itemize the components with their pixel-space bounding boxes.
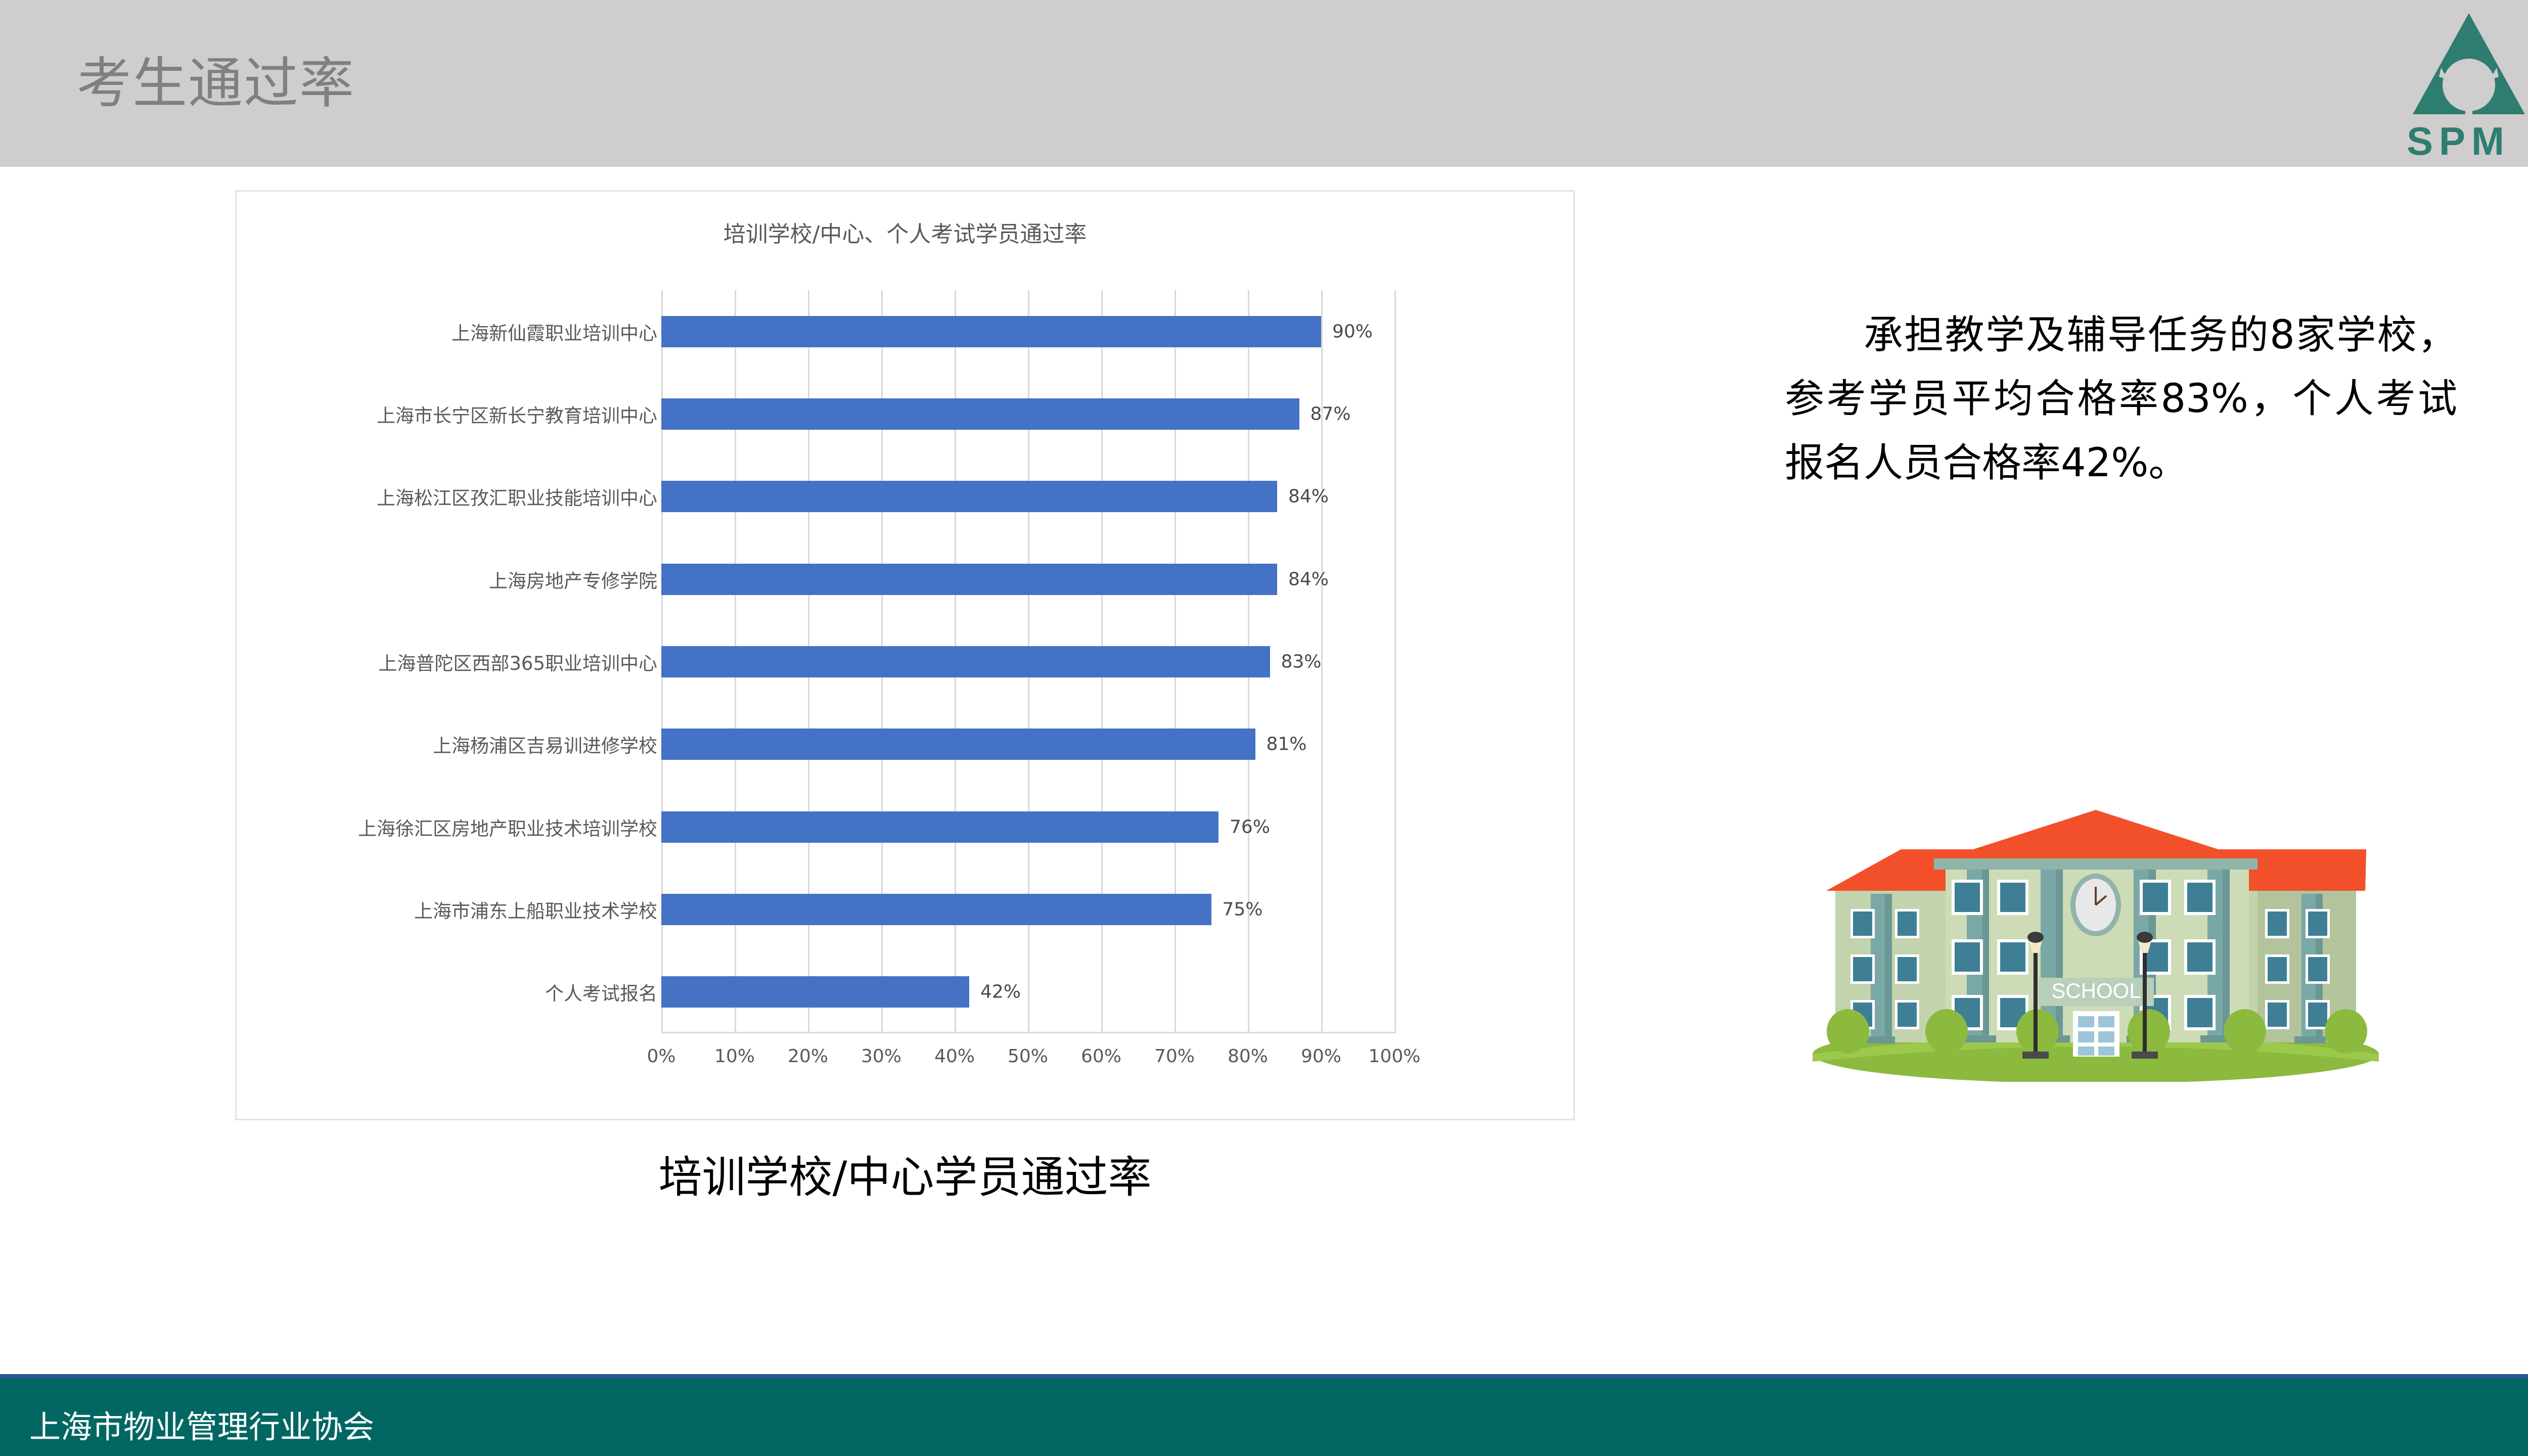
chart-category-label: 上海新仙霞职业培训中心 xyxy=(452,322,657,344)
chart-title: 培训学校/中心、个人考试学员通过率 xyxy=(723,221,1087,247)
x-axis-tick-label: 90% xyxy=(1300,1046,1342,1067)
lamp-posts xyxy=(2022,932,2158,1059)
x-axis-tick-label: 50% xyxy=(1007,1046,1049,1067)
chart-bar-value-label: 84% xyxy=(1288,486,1329,507)
footer-band: 上海市物业管理行业协会 5 xyxy=(0,1374,2528,1456)
windows xyxy=(1850,880,2330,1030)
bushes xyxy=(1827,1009,2367,1054)
chart-bar-value-label: 84% xyxy=(1288,569,1329,590)
chart-plot-area: 0% 10% 20% 30% 40% 50% 60% 70% 80% 90% 100% 90% 上海新仙… xyxy=(358,290,1420,1067)
x-axis-tick-label: 10% xyxy=(714,1046,755,1067)
chart-bar-value-label: 75% xyxy=(1222,899,1263,920)
header-band xyxy=(0,0,2528,167)
right-roof-slope xyxy=(2288,849,2366,891)
chart-bar-row: 42% 个人考试报名 xyxy=(545,976,1394,1008)
x-axis-tick-label: 20% xyxy=(787,1046,829,1067)
chart-category-label: 上海房地产专修学院 xyxy=(489,570,657,592)
footer-organization: 上海市物业管理行业协会 xyxy=(29,1408,375,1445)
x-axis-tick-label: 100% xyxy=(1368,1046,1421,1067)
chart-bar-row: 90% 上海新仙霞职业培训中心 xyxy=(452,315,1394,347)
chart-bar[interactable] xyxy=(661,976,969,1008)
chart-bar[interactable] xyxy=(661,315,1321,347)
x-axis-tick-label: 0% xyxy=(647,1046,676,1067)
spm-triangle-icon xyxy=(2413,13,2525,116)
summary-text: 承担教学及辅导任务的8家学校，参考学员平均合格率83%，个人考试报名人员合格率4… xyxy=(1785,312,2457,486)
x-axis-tick-label: 30% xyxy=(861,1046,902,1067)
chart-bar-row: 75% 上海市浦东上船职业技术学校 xyxy=(414,894,1394,925)
page-title: 考生通过率 xyxy=(77,52,355,115)
chart-container: 培训学校/中心、个人考试学员通过率 0% 10% 20% 30% 40% 50% 60% 70… xyxy=(235,190,1575,1120)
chart-bar[interactable] xyxy=(661,646,1270,677)
school-building-illustration: SCHOOL xyxy=(1813,810,2379,1082)
chart-category-label: 上海松江区孜汇职业技能培训中心 xyxy=(377,487,657,510)
clock-icon xyxy=(2070,874,2121,936)
door-panels xyxy=(2078,1016,2114,1056)
chart-bar[interactable] xyxy=(661,563,1277,595)
chart-bar-row: 83% 上海普陀区西部365职业培训中心 xyxy=(378,646,1394,677)
chart-category-label: 上海徐汇区房地产职业技术培训学校 xyxy=(358,817,657,840)
chart-bar[interactable] xyxy=(661,481,1277,513)
chart-bar-value-label: 81% xyxy=(1266,734,1307,755)
spm-logo-text: SPM xyxy=(2407,119,2511,163)
chart-bar-row: 84% 上海房地产专修学院 xyxy=(489,563,1394,595)
x-axis-tick-label: 60% xyxy=(1080,1046,1122,1067)
chart-bar-row: 84% 上海松江区孜汇职业技能培训中心 xyxy=(377,481,1394,513)
gridline xyxy=(1394,290,1396,1033)
gridline xyxy=(1321,290,1323,1033)
chart-category-label: 上海杨浦区吉易训进修学校 xyxy=(433,735,657,757)
chart-bar-row: 87% 上海市长宁区新长宁教育培训中心 xyxy=(377,398,1394,430)
x-axis-tick-label: 40% xyxy=(934,1046,975,1067)
roof-cornice xyxy=(1934,858,2258,870)
chart-caption: 培训学校/中心学员通过率 xyxy=(658,1152,1152,1203)
chart-bar-value-label: 90% xyxy=(1332,321,1373,342)
left-roof-slope xyxy=(1826,849,1930,891)
chart-bar-row: 81% 上海杨浦区吉易训进修学校 xyxy=(433,729,1394,760)
chart-category-label: 上海普陀区西部365职业培训中心 xyxy=(378,653,657,674)
chart-bar-value-label: 87% xyxy=(1310,403,1351,425)
x-axis-tick-label: 70% xyxy=(1154,1046,1195,1067)
main-roof xyxy=(1934,810,2258,862)
chart-category-label: 上海市浦东上船职业技术学校 xyxy=(414,900,657,922)
x-axis-tick-label: 80% xyxy=(1227,1046,1269,1067)
school-sign-label: SCHOOL xyxy=(2051,979,2141,1003)
school-sign-board xyxy=(2039,978,2154,1006)
chart-bar-value-label: 76% xyxy=(1230,816,1271,838)
chart-bar[interactable] xyxy=(661,811,1218,843)
chart-bar[interactable] xyxy=(661,894,1211,925)
chart-category-label: 上海市长宁区新长宁教育培训中心 xyxy=(377,405,657,427)
chart-bar[interactable] xyxy=(661,729,1255,760)
chart-category-label: 个人考试报名 xyxy=(545,983,657,1005)
chart-bar-row: 76% 上海徐汇区房地产职业技术培训学校 xyxy=(358,811,1394,843)
chart-bar[interactable] xyxy=(661,398,1299,430)
chart-bar-value-label: 83% xyxy=(1281,651,1322,672)
spm-logo: SPM ® xyxy=(2407,11,2528,163)
chart-bar-value-label: 42% xyxy=(980,981,1021,1003)
